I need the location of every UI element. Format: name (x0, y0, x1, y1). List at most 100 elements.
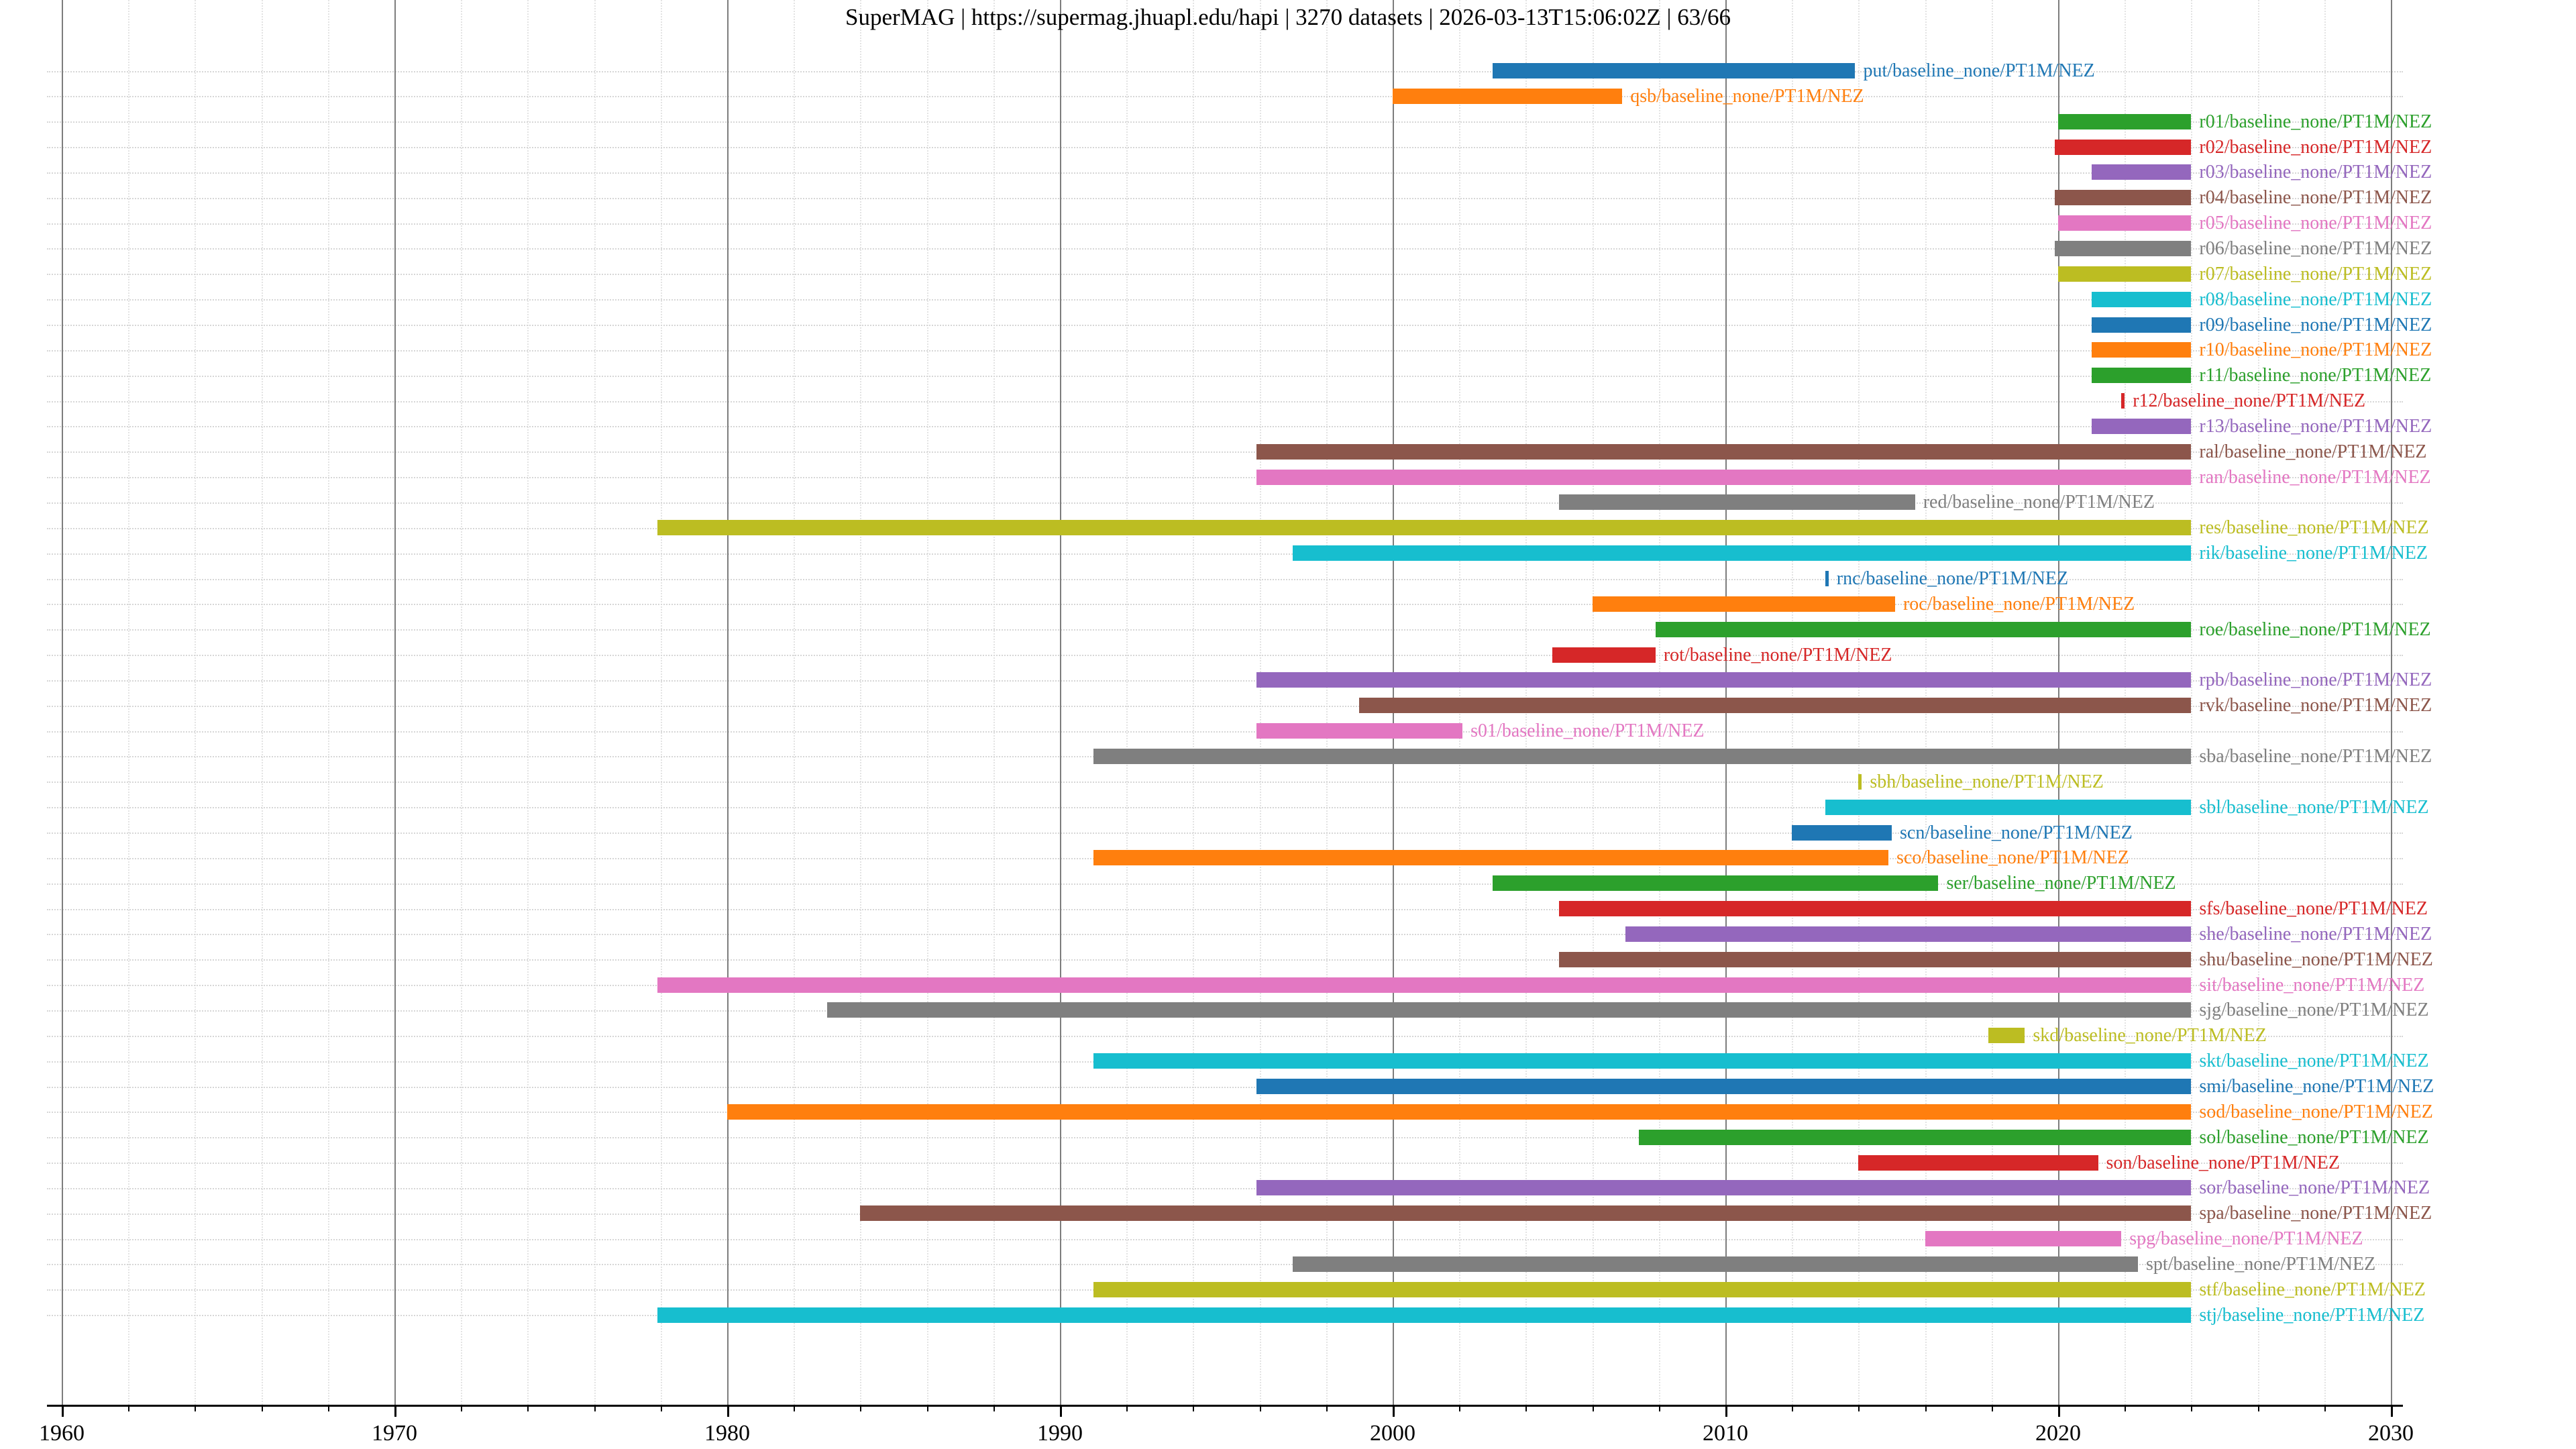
dataset-label: roc/baseline_none/PT1M/NEZ (1902, 593, 2135, 614)
minor-gridline (1193, 0, 1195, 1405)
dataset-label: rot/baseline_none/PT1M/NEZ (1663, 644, 1892, 665)
x-tick-minor (2257, 1405, 2259, 1411)
minor-gridline (461, 0, 463, 1405)
dataset-label: son/baseline_none/PT1M/NEZ (2106, 1152, 2340, 1173)
row-guide-line (47, 400, 2403, 402)
x-tick-minor (1658, 1405, 1660, 1411)
timeline-bar (657, 520, 2192, 536)
x-tick-major (1725, 1405, 1727, 1417)
timeline-bar (1858, 773, 1862, 790)
minor-gridline (660, 0, 662, 1405)
timeline-bar (1655, 621, 2192, 637)
minor-gridline (1126, 0, 1128, 1405)
x-tick-minor (1193, 1405, 1195, 1411)
x-tick-minor (926, 1405, 928, 1411)
timeline-bar (1359, 698, 2192, 714)
timeline-bar (1792, 824, 1892, 841)
x-tick-minor (1792, 1405, 1794, 1411)
timeline-bar (2058, 215, 2192, 231)
timeline-bar (2091, 164, 2192, 180)
x-tick-major (2058, 1405, 2060, 1417)
timeline-bar (1492, 875, 1939, 892)
row-guide-line (47, 223, 2403, 225)
dataset-label: red/baseline_none/PT1M/NEZ (1923, 492, 2155, 513)
dataset-label: r01/baseline_none/PT1M/NEZ (2199, 111, 2432, 132)
timeline-bar (826, 1002, 2192, 1018)
row-guide-line (47, 1086, 2403, 1088)
row-guide-line (47, 807, 2403, 809)
timeline-bar (1559, 901, 2192, 917)
minor-gridline (860, 0, 862, 1405)
row-guide-line (47, 274, 2403, 276)
x-tick-minor (527, 1405, 529, 1411)
x-tick-minor (327, 1405, 329, 1411)
timeline-bar (1293, 1256, 2139, 1272)
timeline-bar (657, 977, 2192, 993)
row-guide-line (47, 553, 2403, 555)
row-guide-line (47, 680, 2403, 682)
row-guide-line (47, 934, 2403, 936)
dataset-label: r10/baseline_none/PT1M/NEZ (2199, 339, 2432, 361)
row-guide-line (47, 96, 2403, 98)
row-guide-line (47, 1187, 2403, 1189)
timeline-bar (1492, 63, 1856, 78)
row-guide-line (47, 147, 2403, 149)
x-tick-minor (1925, 1405, 1927, 1411)
x-tick-label: 2000 (1370, 1421, 1415, 1446)
minor-gridline (327, 0, 329, 1405)
timeline-bar (1559, 951, 2192, 967)
timeline-bar (1559, 494, 1915, 511)
timeline-bar (1825, 799, 2192, 815)
x-tick-minor (2125, 1405, 2127, 1411)
x-tick-minor (195, 1405, 197, 1411)
timeline-bar (2058, 113, 2192, 129)
x-tick-minor (860, 1405, 862, 1411)
dataset-label: spa/baseline_none/PT1M/NEZ (2199, 1203, 2432, 1224)
row-guide-line (47, 350, 2403, 352)
timeline-bar (1256, 1180, 2192, 1196)
timeline-bar (2058, 266, 2192, 282)
x-tick-minor (461, 1405, 463, 1411)
dataset-label: sco/baseline_none/PT1M/NEZ (1896, 847, 2129, 869)
x-tick-major (62, 1405, 64, 1417)
dataset-label: skt/baseline_none/PT1M/NEZ (2199, 1051, 2429, 1072)
dataset-label: sba/baseline_none/PT1M/NEZ (2199, 745, 2432, 767)
minor-gridline (527, 0, 529, 1405)
dataset-label: r07/baseline_none/PT1M/NEZ (2199, 263, 2432, 284)
timeline-bar (1256, 469, 2192, 485)
decade-gridline (394, 0, 396, 1405)
dataset-label: stj/baseline_none/PT1M/NEZ (2199, 1304, 2425, 1326)
row-guide-line (47, 705, 2403, 707)
dataset-label: stf/baseline_none/PT1M/NEZ (2199, 1279, 2426, 1300)
x-tick-minor (128, 1405, 130, 1411)
row-guide-line (47, 70, 2403, 72)
row-guide-line (47, 959, 2403, 961)
x-tick-major (394, 1405, 396, 1417)
dataset-label: sbh/baseline_none/PT1M/NEZ (1870, 771, 2104, 792)
timeline-bar (2121, 393, 2125, 409)
timeline-bar (1988, 1028, 2025, 1044)
chart-title: SuperMAG | https://supermag.jhuapl.edu/h… (845, 4, 1731, 30)
timeline-bar (1825, 571, 1829, 586)
minor-gridline (1326, 0, 1328, 1405)
timeline-bar (860, 1205, 2192, 1222)
row-guide-line (47, 477, 2403, 479)
dataset-label: smi/baseline_none/PT1M/NEZ (2199, 1076, 2434, 1097)
timeline-bar (1925, 1231, 2122, 1247)
dataset-label: r03/baseline_none/PT1M/NEZ (2199, 162, 2432, 183)
timeline-bar (1552, 647, 1656, 663)
x-tick-minor (1991, 1405, 1993, 1411)
dataset-label: r02/baseline_none/PT1M/NEZ (2199, 136, 2432, 158)
minor-gridline (594, 0, 596, 1405)
row-guide-line (47, 375, 2403, 377)
x-tick-minor (1858, 1405, 1860, 1411)
row-guide-line (47, 1264, 2403, 1266)
x-tick-minor (261, 1405, 263, 1411)
dataset-label: sjg/baseline_none/PT1M/NEZ (2199, 1000, 2429, 1021)
x-tick-major (1060, 1405, 1062, 1417)
timeline-bar (1256, 443, 2192, 460)
x-tick-minor (1126, 1405, 1128, 1411)
decade-gridline (1060, 0, 1061, 1405)
timeline-bar (2091, 368, 2192, 384)
dataset-label: sol/baseline_none/PT1M/NEZ (2199, 1126, 2429, 1148)
